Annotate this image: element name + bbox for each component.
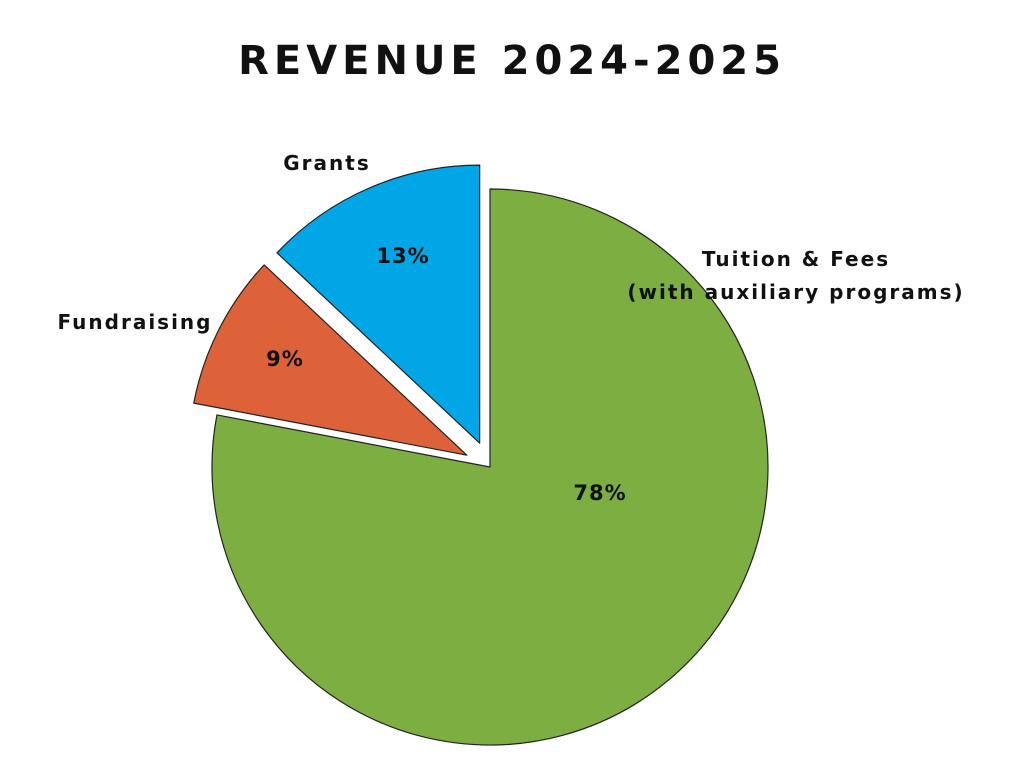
pie-slice-grants	[276, 164, 481, 444]
slice-label-fundraising: Fundraising	[58, 310, 213, 334]
pie-slice-fundraising	[193, 264, 468, 456]
slice-value-fundraising: 9%	[266, 347, 304, 371]
slice-value-tuition-fees: 78%	[573, 481, 626, 505]
pie-slice-tuition-fees	[211, 188, 769, 746]
slice-label-grants: Grants	[283, 151, 370, 175]
slice-label-tuition-fees: Tuition & Fees	[702, 247, 890, 271]
chart-title: REVENUE 2024-2025	[238, 38, 786, 84]
slice-value-grants: 13%	[376, 244, 429, 268]
slice-label-tuition-fees-line2: (with auxiliary programs)	[627, 280, 964, 304]
